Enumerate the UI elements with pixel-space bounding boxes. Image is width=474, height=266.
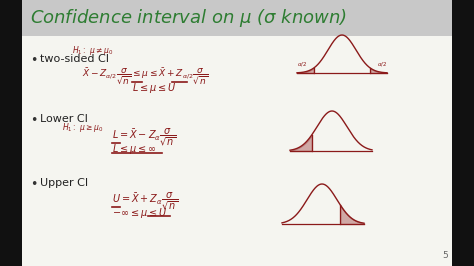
Text: Lower CI: Lower CI [40, 114, 88, 124]
Text: two-sided CI: two-sided CI [40, 54, 109, 64]
Text: $L = \bar{X} - Z_{\alpha}\dfrac{\sigma}{\sqrt{n}}$: $L = \bar{X} - Z_{\alpha}\dfrac{\sigma}{… [112, 126, 176, 148]
Text: •: • [30, 114, 37, 127]
Text: $\bar{X} - Z_{\alpha/2}\dfrac{\sigma}{\sqrt{n}} \leq \mu \leq \bar{X} + Z_{\alph: $\bar{X} - Z_{\alpha/2}\dfrac{\sigma}{\s… [82, 66, 208, 86]
Text: $H_1:\ \mu \neq \mu_0$: $H_1:\ \mu \neq \mu_0$ [72, 44, 114, 57]
Bar [0, 0, 22, 266]
Text: 5: 5 [442, 251, 448, 260]
Text: •: • [30, 178, 37, 191]
Text: $H_1:\ \mu \geq \mu_0$: $H_1:\ \mu \geq \mu_0$ [62, 121, 104, 134]
Text: $\alpha/2$: $\alpha/2$ [297, 60, 307, 68]
Text: $\alpha/2$: $\alpha/2$ [377, 60, 387, 68]
Text: $U = \bar{X} + Z_{\alpha}\dfrac{\sigma}{\sqrt{n}}$: $U = \bar{X} + Z_{\alpha}\dfrac{\sigma}{… [112, 190, 178, 212]
Text: •: • [30, 54, 37, 67]
Bar [22, 0, 452, 36]
Bar [452, 0, 474, 266]
Text: $-\infty \leq \mu \leq U$: $-\infty \leq \mu \leq U$ [112, 206, 167, 220]
Text: $L \leq \mu \leq U$: $L \leq \mu \leq U$ [132, 81, 176, 95]
Text: Confidence interval on $\mu$ ($\sigma$ known): Confidence interval on $\mu$ ($\sigma$ k… [30, 7, 347, 29]
Text: Upper CI: Upper CI [40, 178, 88, 188]
Text: $L \leq \mu \leq \infty$: $L \leq \mu \leq \infty$ [112, 142, 156, 156]
